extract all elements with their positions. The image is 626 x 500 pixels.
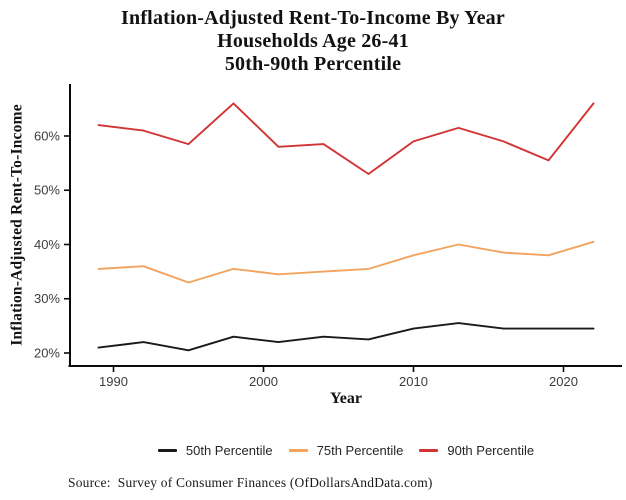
series-line-75th bbox=[97, 240, 595, 284]
legend-item-90th: 90th Percentile bbox=[419, 443, 534, 458]
x-tick-label: 2010 bbox=[399, 374, 428, 389]
y-tick-label: 40% bbox=[34, 237, 60, 252]
chart-subtitle-age: Households Age 26-41 bbox=[217, 30, 409, 52]
x-tick-label: 1990 bbox=[99, 374, 128, 389]
x-tick-label: 2020 bbox=[549, 374, 578, 389]
y-tick-label: 50% bbox=[34, 183, 60, 198]
chart-title: Inflation-Adjusted Rent-To-Income By Yea… bbox=[121, 7, 505, 29]
legend-label-75th: 75th Percentile bbox=[316, 443, 404, 458]
x-axis-label: Year bbox=[330, 390, 362, 407]
legend-label-90th: 90th Percentile bbox=[447, 443, 535, 458]
legend-line-50th-icon bbox=[157, 449, 177, 452]
x-tick-label: 2000 bbox=[249, 374, 278, 389]
chart-title-block: Inflation-Adjusted Rent-To-Income By Yea… bbox=[0, 7, 626, 76]
legend-line-75th-icon bbox=[288, 449, 308, 452]
y-tick-label: 60% bbox=[34, 128, 60, 143]
series-line-50th bbox=[97, 322, 595, 352]
chart-subtitle-percentile: 50th-90th Percentile bbox=[224, 53, 402, 75]
y-tick-label: 20% bbox=[34, 345, 60, 360]
y-tick-label: 30% bbox=[34, 291, 60, 306]
legend: 50th Percentile 75th Percentile 90th Per… bbox=[70, 443, 622, 458]
legend-line-90th-icon bbox=[419, 449, 439, 452]
legend-item-75th: 75th Percentile bbox=[288, 443, 404, 458]
axis-lines bbox=[68, 84, 622, 367]
source-text: Source: Survey of Consumer Finances (OfD… bbox=[68, 475, 433, 490]
legend-item-50th: 50th Percentile bbox=[157, 443, 273, 458]
legend-label-50th: 50th Percentile bbox=[185, 443, 273, 458]
series-line-90th bbox=[97, 102, 595, 175]
